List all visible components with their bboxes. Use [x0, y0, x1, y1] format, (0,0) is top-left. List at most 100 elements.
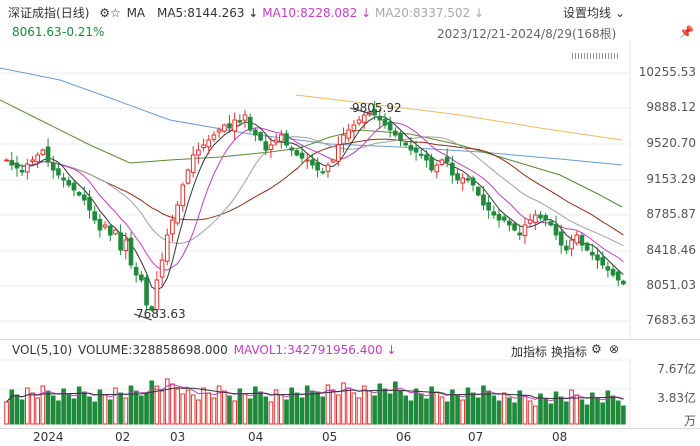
- vol-label[interactable]: VOL(5,10): [12, 343, 73, 357]
- candle-body: [538, 214, 543, 219]
- volume-bar: [475, 397, 481, 425]
- candle-body: [527, 219, 533, 224]
- ma120-line: [0, 67, 623, 166]
- volume-bar: [278, 394, 284, 425]
- candle-body: [82, 194, 87, 201]
- volume-bar: [113, 387, 118, 425]
- candle-body: [444, 156, 450, 163]
- volume-header: VOL(5,10) VOLUME:328858698.000 MAVOL1:34…: [12, 343, 397, 357]
- volume-bar: [610, 395, 616, 425]
- mavol-value: MAVOL1:342791956.400: [233, 343, 383, 357]
- volume-bar: [87, 396, 92, 425]
- candle-body: [450, 162, 455, 176]
- volume-bar: [470, 392, 476, 425]
- last-price: 8061.63: [12, 25, 62, 39]
- candle-body: [30, 159, 35, 163]
- ma-label: MA: [126, 6, 146, 20]
- volume-bar: [382, 388, 388, 425]
- candle-body: [481, 194, 486, 206]
- switch-indicator-button[interactable]: 换指标: [551, 345, 588, 359]
- candle-body: [564, 245, 569, 251]
- low-pointer: [133, 313, 152, 321]
- volume-bar: [450, 389, 455, 425]
- gear-icon[interactable]: ⚙: [99, 6, 110, 20]
- volume-bar: [154, 385, 160, 425]
- time-tick-label: 02: [115, 430, 131, 444]
- volume-bar: [107, 399, 113, 425]
- candle-body: [19, 169, 25, 173]
- volume-bar: [315, 391, 320, 425]
- candle-body: [185, 169, 191, 184]
- price-tick-label: 8051.03: [646, 278, 696, 292]
- candle-body: [216, 129, 222, 133]
- candle-body: [128, 237, 134, 266]
- candle-body: [361, 114, 367, 123]
- volume-bar: [206, 392, 212, 425]
- close-circle-icon[interactable]: ⊗: [609, 342, 620, 356]
- candle-body: [299, 152, 305, 159]
- candle-body: [258, 132, 263, 141]
- candle-body: [429, 157, 434, 171]
- volume-bar: [211, 397, 217, 425]
- volume-bar: [175, 388, 180, 425]
- volume-bar: [273, 389, 279, 425]
- volume-bar: [356, 397, 362, 425]
- candle-body: [232, 119, 237, 132]
- index-name[interactable]: 深证成指: [8, 6, 57, 20]
- candle-body: [273, 139, 279, 143]
- time-tick-label: 03: [170, 430, 186, 444]
- candle-body: [284, 133, 289, 146]
- axis-divider: [0, 428, 700, 429]
- mavol-line: [6, 383, 624, 403]
- low-label: 7683.63: [136, 307, 186, 321]
- ma5-value: MA5:8144.263: [156, 6, 245, 20]
- candle-body: [139, 274, 144, 281]
- gear-icon[interactable]: ⚙: [591, 342, 602, 356]
- candle-body: [113, 229, 118, 235]
- volume-bar: [320, 396, 326, 425]
- candle-body: [553, 223, 559, 236]
- pin-icon[interactable]: 📌: [679, 25, 694, 39]
- ma60-line: [0, 99, 623, 208]
- volume-bar: [336, 394, 341, 425]
- volume-bar: [185, 389, 191, 425]
- star-icon[interactable]: ☆: [109, 6, 121, 20]
- volume-bar: [253, 386, 258, 425]
- candle-body: [164, 234, 170, 262]
- date-range: 2023/12/21-2024/8/29(168根): [437, 27, 617, 41]
- candle-body: [408, 145, 414, 151]
- candlestick-chart[interactable]: 9805.92 7683.63: [0, 40, 700, 340]
- volume-bar: [133, 390, 139, 425]
- candle-body: [242, 114, 248, 121]
- candle-body: [123, 239, 129, 252]
- candle-body: [341, 134, 346, 145]
- candle-body: [584, 242, 590, 251]
- ma10-line: [16, 122, 624, 271]
- candle-body: [387, 121, 393, 131]
- period-label[interactable]: (日线): [56, 6, 90, 20]
- volume-bar: [403, 395, 409, 425]
- volume-bar: [434, 391, 440, 425]
- volume-bar: [325, 384, 331, 425]
- volume-chart[interactable]: [0, 358, 700, 428]
- volume-tick-label: 万: [683, 414, 696, 428]
- candle-body: [304, 159, 310, 162]
- candle-body: [569, 239, 574, 250]
- candle-body: [206, 139, 212, 148]
- candle-body: [14, 162, 20, 169]
- candle-body: [325, 164, 331, 172]
- volume-bar: [377, 383, 383, 425]
- candle-body: [71, 182, 77, 191]
- volume-bar: [19, 399, 25, 425]
- volume-bar: [538, 393, 543, 425]
- volume-bar: [247, 398, 253, 425]
- ma-settings-button[interactable]: 设置均线 ⌄: [563, 4, 625, 21]
- candle-body: [439, 159, 445, 165]
- add-indicator-button[interactable]: 加指标: [511, 345, 548, 359]
- high-label: 9805.92: [352, 101, 402, 115]
- candle-body: [50, 162, 56, 171]
- volume-bar: [372, 395, 377, 425]
- candle-body: [180, 184, 186, 207]
- volume-bar: [398, 390, 403, 425]
- price-tick-label: 9520.70: [646, 136, 696, 150]
